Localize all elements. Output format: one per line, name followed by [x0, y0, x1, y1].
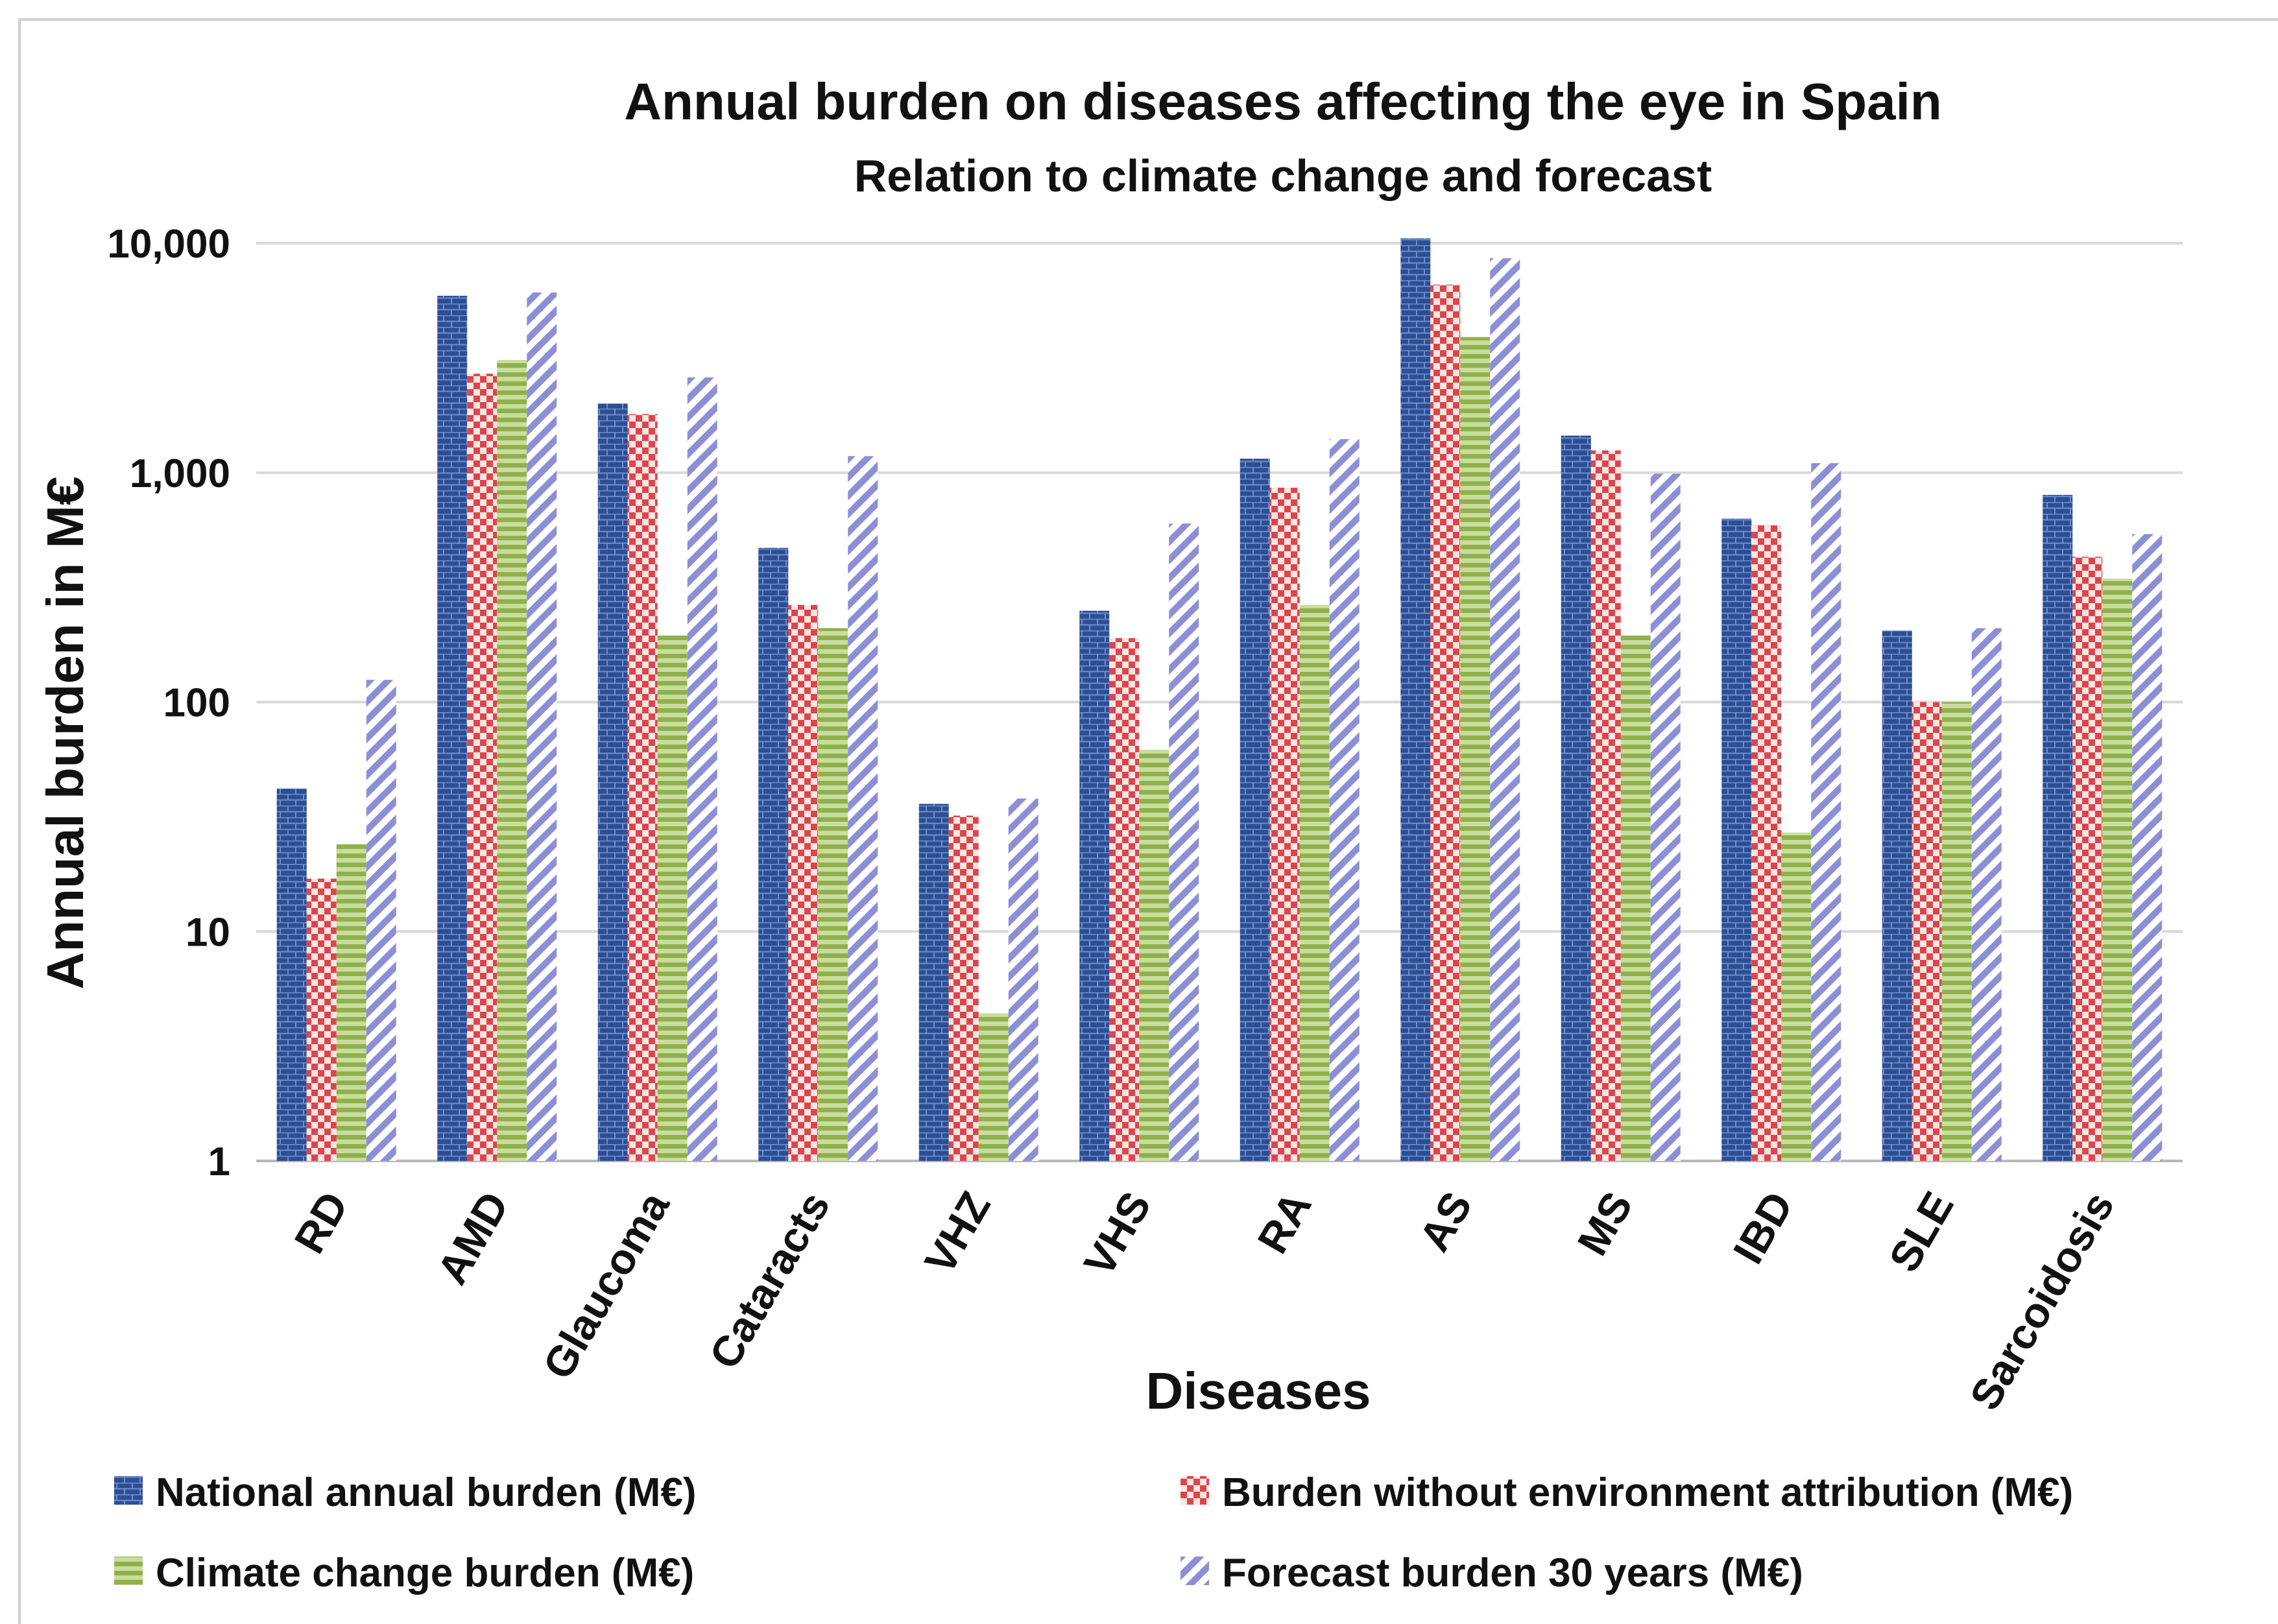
bar-forecast	[366, 680, 396, 1161]
legend-label: Climate change burden (M€)	[156, 1551, 694, 1595]
bar-climate	[336, 844, 366, 1161]
y-tick-label: 10	[186, 910, 230, 955]
bar-national	[918, 804, 949, 1161]
bar-national	[597, 403, 628, 1161]
x-tick-label: VHS	[1074, 1184, 1160, 1284]
y-axis: 1 10 100 1,000 10,000	[107, 222, 230, 1184]
bars	[276, 238, 2163, 1162]
x-tick-label: MS	[1568, 1184, 1642, 1263]
bar-without-env	[1430, 284, 1461, 1162]
legend-label: Burden without environment attribution (…	[1222, 1470, 2073, 1515]
bar-forecast	[1490, 258, 1520, 1162]
chart-title: Annual burden on diseases affecting the …	[624, 73, 1942, 130]
bar-without-env	[1269, 487, 1300, 1161]
bar-climate	[978, 1013, 1009, 1161]
bar-without-env	[1590, 450, 1621, 1162]
bar-climate	[1781, 832, 1812, 1161]
bar-without-env	[1912, 702, 1942, 1161]
bar-national	[1721, 518, 1752, 1161]
y-axis-label: Annual burden in M€	[36, 476, 94, 989]
bar-climate	[657, 635, 688, 1161]
bar-forecast	[687, 377, 717, 1162]
grid-lines	[256, 242, 2183, 1162]
bar-national	[437, 296, 468, 1162]
bar-without-env	[948, 815, 979, 1161]
bar-forecast	[1811, 463, 1841, 1161]
bar-national	[276, 788, 307, 1161]
legend-label: Forecast burden 30 years (M€)	[1222, 1551, 1803, 1595]
bar-climate	[1139, 749, 1169, 1161]
x-tick-label: RA	[1248, 1184, 1321, 1261]
bar-climate	[1460, 337, 1491, 1161]
legend-label: National annual burden (M€)	[156, 1470, 697, 1515]
bar-without-env	[1109, 638, 1140, 1161]
x-tick-label: Sarcoidosis	[1960, 1184, 2123, 1418]
x-tick-label: VHZ	[915, 1184, 1000, 1282]
bar-climate	[1941, 702, 1972, 1161]
bar-national	[758, 547, 789, 1161]
bar-without-env	[2072, 556, 2103, 1161]
legend-swatch	[114, 1476, 143, 1505]
bar-forecast	[1008, 798, 1038, 1161]
bar-national	[1882, 630, 1912, 1161]
bar-climate	[818, 628, 848, 1161]
bar-climate	[497, 359, 527, 1161]
legend-swatch	[1181, 1476, 1209, 1505]
bar-national	[1240, 459, 1270, 1162]
x-tick-label: Glaucoma	[533, 1183, 678, 1387]
bar-forecast	[1169, 523, 1199, 1161]
bar-climate	[1620, 635, 1651, 1161]
bar-national	[2043, 495, 2073, 1161]
y-tick-label: 1	[208, 1140, 230, 1184]
bar-without-env	[1751, 525, 1782, 1161]
x-tick-label: IBD	[1723, 1184, 1802, 1271]
bar-forecast	[1329, 439, 1360, 1162]
x-tick-label: RD	[285, 1184, 357, 1261]
chart-subtitle: Relation to climate change and forecast	[854, 150, 1712, 201]
x-tick-label: SLE	[1880, 1184, 1963, 1280]
bar-without-env	[306, 878, 337, 1161]
x-tick-label: AMD	[427, 1184, 518, 1292]
bar-climate	[1299, 604, 1330, 1161]
bar-national	[1561, 435, 1591, 1162]
x-tick-label: Cataracts	[700, 1184, 839, 1377]
bar-forecast	[1971, 628, 2002, 1161]
bar-forecast	[848, 456, 878, 1161]
bar-national	[1400, 238, 1431, 1161]
y-tick-label: 10,000	[107, 222, 230, 267]
bar-climate	[2102, 579, 2133, 1161]
x-axis-label: Diseases	[1146, 1362, 1371, 1420]
y-tick-label: 100	[163, 681, 230, 726]
bar-forecast	[2132, 534, 2163, 1161]
bar-forecast	[527, 292, 557, 1161]
bar-forecast	[1650, 473, 1681, 1161]
bar-without-env	[788, 604, 819, 1161]
bar-without-env	[627, 414, 658, 1162]
x-tick-label: AS	[1409, 1184, 1481, 1259]
y-tick-label: 1,000	[130, 451, 230, 496]
legend: National annual burden (M€) Burden withou…	[114, 1470, 2073, 1595]
bar-without-env	[467, 374, 498, 1162]
bar-national	[1079, 610, 1110, 1161]
legend-swatch	[1181, 1557, 1209, 1585]
legend-swatch	[114, 1557, 143, 1585]
